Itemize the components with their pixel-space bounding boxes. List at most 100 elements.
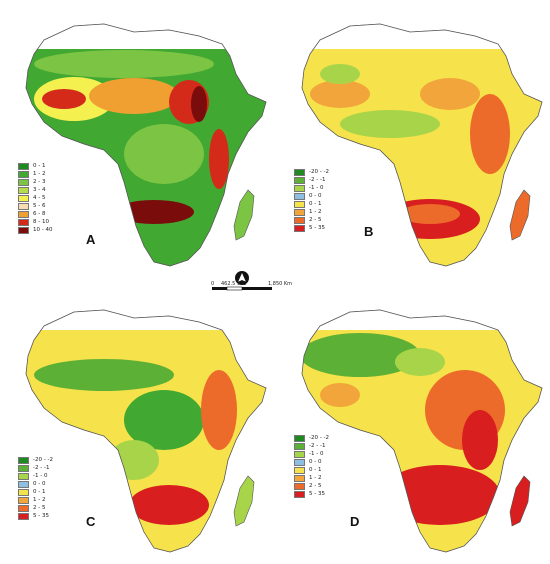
legend-d: -20 - -2 -2 - -1 -1 - 0 0 - 0 0 - 1 1 - 2 2 - … xyxy=(294,434,329,498)
legend-label: 0 - 0 xyxy=(33,481,46,487)
legend-swatch xyxy=(18,210,29,218)
legend-label: -1 - 0 xyxy=(309,451,324,457)
legend-label: 5 - 35 xyxy=(309,491,325,497)
legend-swatch xyxy=(18,194,29,202)
legend-label: 0 - 0 xyxy=(309,459,322,465)
legend-label: 2 - 5 xyxy=(309,483,322,489)
legend-swatch xyxy=(294,434,305,442)
panel-label-b: B xyxy=(364,224,374,239)
legend-swatch xyxy=(18,226,29,234)
legend-swatch xyxy=(18,202,29,210)
legend-label: 1 - 2 xyxy=(309,475,322,481)
legend-label: 6 - 8 xyxy=(33,211,46,217)
legend-item: 5 - 6 xyxy=(18,202,52,210)
legend-label: 5 - 35 xyxy=(309,225,325,231)
africa-map-b xyxy=(301,23,543,267)
legend-label: -20 - -2 xyxy=(33,457,53,463)
legend-swatch xyxy=(18,186,29,194)
legend-swatch xyxy=(294,192,305,200)
legend-label: 1 - 2 xyxy=(33,171,46,177)
legend-label: 0 - 1 xyxy=(309,201,322,207)
legend-swatch xyxy=(18,456,29,464)
legend-label: 2 - 5 xyxy=(33,505,46,511)
legend-swatch xyxy=(18,504,29,512)
africa-map-c xyxy=(25,309,267,553)
legend-item: -2 - -1 xyxy=(18,464,53,472)
legend-label: 3 - 4 xyxy=(33,187,46,193)
legend-a: 0 - 1 1 - 2 2 - 3 3 - 4 4 - 5 5 - 6 6 - 8 8 - 1… xyxy=(18,162,52,234)
legend-item: 2 - 5 xyxy=(294,482,329,490)
legend-swatch xyxy=(294,474,305,482)
legend-swatch xyxy=(294,490,305,498)
africa-map-d xyxy=(301,309,543,553)
map-panel-d: -20 - -2 -2 - -1 -1 - 0 0 - 0 0 - 1 1 - 2 2 - … xyxy=(280,290,550,562)
legend-item: 0 - 1 xyxy=(18,162,52,170)
panel-label-d: D xyxy=(350,514,360,529)
legend-item: 0 - 1 xyxy=(18,488,53,496)
legend-swatch xyxy=(294,450,305,458)
legend-label: 5 - 6 xyxy=(33,203,46,209)
panel-label-a: A xyxy=(86,232,96,247)
legend-item: 2 - 3 xyxy=(18,178,52,186)
legend-item: 6 - 8 xyxy=(18,210,52,218)
map-panel-c: -20 - -2 -2 - -1 -1 - 0 0 - 0 0 - 1 1 - 2 2 - … xyxy=(4,290,274,562)
legend-swatch xyxy=(294,184,305,192)
legend-item: -1 - 0 xyxy=(18,472,53,480)
legend-item: 3 - 4 xyxy=(18,186,52,194)
legend-swatch xyxy=(294,466,305,474)
scale-tick-1: 462.5 xyxy=(221,281,236,287)
scale-tick-3: 1,850 Km xyxy=(268,281,293,287)
legend-item: -2 - -1 xyxy=(294,176,329,184)
legend-label: -20 - -2 xyxy=(309,435,329,441)
legend-swatch xyxy=(18,512,29,520)
legend-item: 5 - 35 xyxy=(294,224,329,232)
legend-item: 10 - 40 xyxy=(18,226,52,234)
legend-label: -2 - -1 xyxy=(309,443,326,449)
legend-item: 1 - 2 xyxy=(18,170,52,178)
legend-item: 1 - 2 xyxy=(18,496,53,504)
legend-item: -20 - -2 xyxy=(18,456,53,464)
legend-label: 1 - 2 xyxy=(309,209,322,215)
legend-item: -20 - -2 xyxy=(294,434,329,442)
legend-item: 8 - 10 xyxy=(18,218,52,226)
legend-item: -2 - -1 xyxy=(294,442,329,450)
legend-item: 4 - 5 xyxy=(18,194,52,202)
legend-label: 5 - 35 xyxy=(33,513,49,519)
legend-label: -20 - -2 xyxy=(309,169,329,175)
legend-label: 1 - 2 xyxy=(33,497,46,503)
legend-item: 0 - 1 xyxy=(294,466,329,474)
legend-item: -1 - 0 xyxy=(294,184,329,192)
legend-swatch xyxy=(294,208,305,216)
legend-item: -1 - 0 xyxy=(294,450,329,458)
legend-label: -1 - 0 xyxy=(33,473,48,479)
legend-item: 0 - 0 xyxy=(294,458,329,466)
legend-label: -2 - -1 xyxy=(33,465,50,471)
legend-label: 0 - 1 xyxy=(309,467,322,473)
legend-label: -1 - 0 xyxy=(309,185,324,191)
legend-swatch xyxy=(18,464,29,472)
legend-swatch xyxy=(294,442,305,450)
legend-swatch xyxy=(294,224,305,232)
legend-label: 0 - 1 xyxy=(33,163,46,169)
map-panel-a: 0 - 1 1 - 2 2 - 3 3 - 4 4 - 5 5 - 6 6 - 8 8 - 1… xyxy=(4,4,274,276)
legend-item: 5 - 35 xyxy=(294,490,329,498)
legend-swatch xyxy=(294,458,305,466)
legend-label: 2 - 3 xyxy=(33,179,46,185)
legend-item: 1 - 2 xyxy=(294,474,329,482)
legend-swatch xyxy=(294,200,305,208)
legend-c: -20 - -2 -2 - -1 -1 - 0 0 - 0 0 - 1 1 - 2 2 - … xyxy=(18,456,53,520)
legend-item: 5 - 35 xyxy=(18,512,53,520)
legend-label: -2 - -1 xyxy=(309,177,326,183)
scale-bar: 0 462.5 925 1,850 Km xyxy=(208,270,338,300)
map-panel-b: -20 - -2 -2 - -1 -1 - 0 0 - 0 0 - 1 1 - 2 2 - … xyxy=(280,4,550,276)
legend-swatch xyxy=(18,178,29,186)
legend-item: 0 - 1 xyxy=(294,200,329,208)
legend-swatch xyxy=(18,488,29,496)
legend-swatch xyxy=(294,216,305,224)
legend-label: 0 - 1 xyxy=(33,489,46,495)
legend-b: -20 - -2 -2 - -1 -1 - 0 0 - 0 0 - 1 1 - 2 2 - … xyxy=(294,168,329,232)
scale-tick-0: 0 xyxy=(211,281,215,287)
legend-item: 0 - 0 xyxy=(18,480,53,488)
legend-swatch xyxy=(18,162,29,170)
legend-label: 4 - 5 xyxy=(33,195,46,201)
